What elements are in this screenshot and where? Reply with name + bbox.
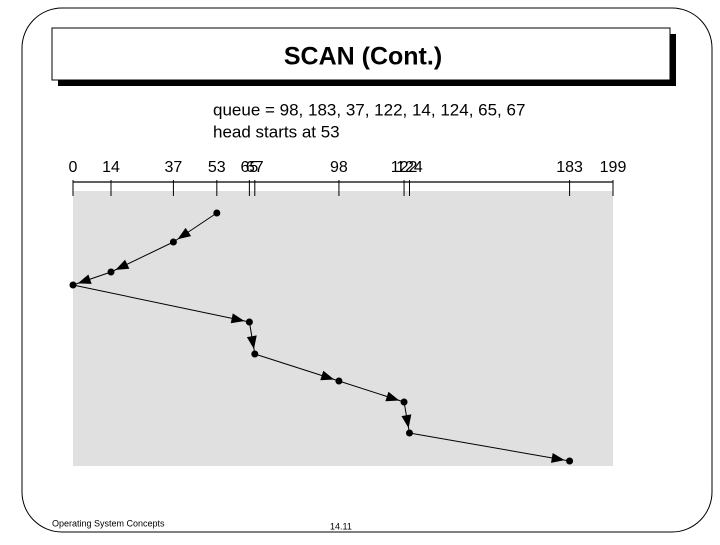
head-position bbox=[405, 429, 413, 437]
title-box bbox=[51, 27, 671, 81]
arrowhead bbox=[550, 452, 565, 463]
head-position bbox=[400, 398, 408, 406]
tick-label: 122 bbox=[391, 159, 418, 176]
head-position bbox=[335, 377, 343, 385]
head-move bbox=[409, 432, 570, 462]
arrowhead bbox=[115, 259, 130, 270]
diagram-area bbox=[73, 191, 613, 466]
tick-label: 37 bbox=[165, 159, 183, 176]
tick-label: 14 bbox=[102, 159, 120, 176]
head-position bbox=[245, 318, 253, 326]
arrowhead bbox=[246, 335, 257, 350]
head-position bbox=[213, 209, 221, 217]
arrowhead bbox=[177, 227, 192, 240]
tick-label: 53 bbox=[208, 159, 226, 176]
arrowhead bbox=[385, 391, 400, 402]
head-position bbox=[566, 457, 574, 465]
arrowhead bbox=[320, 370, 335, 381]
tick-label: 199 bbox=[600, 159, 627, 176]
arrowhead bbox=[401, 414, 412, 429]
tick-label: 183 bbox=[556, 159, 583, 176]
tick-label: 65 bbox=[240, 159, 258, 176]
head-move bbox=[72, 284, 250, 323]
tick-label: 98 bbox=[330, 159, 348, 176]
head-position bbox=[107, 268, 115, 276]
head-position bbox=[69, 281, 77, 289]
arrowhead bbox=[77, 274, 92, 284]
head-text: head starts at 53 bbox=[213, 122, 340, 141]
head-position bbox=[251, 350, 259, 358]
tick-label: 67 bbox=[246, 159, 264, 176]
footer-left: Operating System Concepts bbox=[52, 518, 165, 528]
queue-text: queue = 98, 183, 37, 122, 14, 124, 65, 6… bbox=[213, 100, 525, 119]
page-number: 14.11 bbox=[330, 521, 352, 531]
tick-label: 124 bbox=[396, 159, 423, 176]
tick-label: 0 bbox=[69, 159, 78, 176]
head-position bbox=[169, 238, 177, 246]
arrowhead bbox=[230, 313, 245, 324]
title: SCAN (Cont.) bbox=[284, 43, 442, 71]
